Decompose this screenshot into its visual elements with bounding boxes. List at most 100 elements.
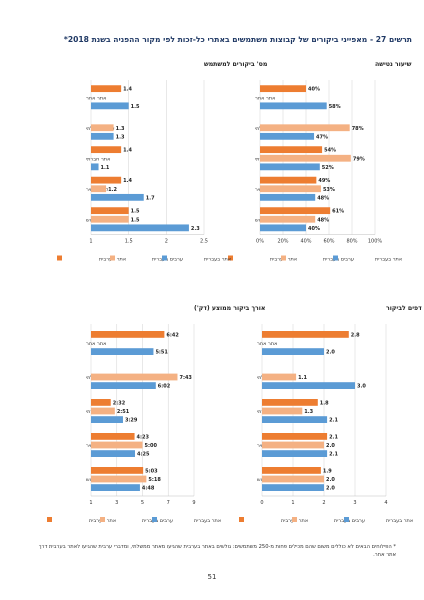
data-label: 1.3 bbox=[304, 409, 313, 415]
x-tick-label: 1 bbox=[291, 500, 294, 506]
data-label: 61% bbox=[332, 209, 344, 215]
legend-swatch-arabic-speakers bbox=[100, 517, 105, 522]
data-label: 1.4 bbox=[123, 178, 132, 184]
bar-arabic-site bbox=[260, 146, 323, 154]
data-label: 3:29 bbox=[125, 418, 138, 424]
data-label: 5:51 bbox=[155, 350, 168, 356]
bar-arabic-speakers bbox=[91, 475, 147, 483]
bar-arabic-site bbox=[91, 207, 129, 215]
data-label: 2:32 bbox=[113, 400, 126, 406]
bar-hebrew-site bbox=[91, 102, 129, 110]
data-label: 48% bbox=[317, 217, 329, 223]
data-label: 2:51 bbox=[117, 409, 130, 415]
bar-hebrew-site bbox=[262, 450, 328, 457]
chart-visits-per-user-svg: מס' ביקורים למשתמש 1 1.5 2 2.5 אתר אחר 1.4 1.5 א… bbox=[57, 61, 267, 263]
data-label: 6:42 bbox=[166, 332, 179, 338]
legend-label: אתר בעברית bbox=[194, 518, 221, 524]
bar-arabic-site bbox=[91, 433, 135, 440]
data-label: 1.5 bbox=[131, 217, 140, 223]
bar-hebrew-site bbox=[91, 484, 140, 491]
bar-arabic-site bbox=[262, 467, 321, 474]
bar-arabic-speakers bbox=[91, 124, 114, 132]
bar-arabic-speakers bbox=[262, 441, 324, 449]
data-label: 2.1 bbox=[329, 452, 338, 458]
bar-arabic-site bbox=[91, 85, 122, 93]
bar-hebrew-site bbox=[260, 102, 327, 110]
x-tick-label: 9 bbox=[192, 500, 195, 506]
legend-label: אתר בעברית bbox=[204, 257, 231, 263]
x-tick-label: 0% bbox=[256, 239, 264, 245]
data-label: 3.0 bbox=[357, 384, 366, 390]
x-tick-label: 40% bbox=[300, 239, 311, 245]
bar-hebrew-site bbox=[91, 132, 114, 140]
x-tick-label: 3 bbox=[115, 500, 118, 506]
x-tick-label: 5 bbox=[141, 500, 144, 506]
data-label: 2.1 bbox=[329, 434, 338, 440]
data-label: 1.7 bbox=[146, 195, 155, 201]
x-tick-label: 2.5 bbox=[200, 239, 208, 245]
data-label: 78% bbox=[352, 126, 364, 132]
chart-title: אורך ביקור ממוצע (דק') bbox=[194, 305, 265, 312]
bar-arabic-site bbox=[262, 331, 349, 338]
page-title: תרשים 27 - מאפייני ביקורים של קבוצות משת… bbox=[63, 35, 412, 44]
legend-swatch-arabic-site bbox=[57, 255, 62, 261]
data-label: 1.8 bbox=[320, 400, 329, 406]
bar-hebrew-site bbox=[91, 348, 154, 355]
x-tick-label: 80% bbox=[346, 239, 357, 245]
data-label: 1.1 bbox=[101, 165, 110, 171]
data-label: 79% bbox=[353, 156, 365, 162]
legend-swatch-hebrew-site bbox=[162, 255, 167, 261]
legend-swatch-arabic-speakers bbox=[292, 517, 297, 522]
data-label: 53% bbox=[323, 187, 335, 193]
category-label: אתר אחר bbox=[86, 341, 106, 347]
bar-arabic-site bbox=[262, 399, 318, 406]
bar-arabic-site bbox=[262, 433, 328, 440]
data-label: 2.0 bbox=[326, 477, 335, 483]
chart-avg-visit-length-svg: אורך ביקור ממוצע (דק') 1 3 5 7 9 אתר אחר 6:42 5:… bbox=[47, 305, 265, 524]
bar-hebrew-site bbox=[262, 382, 355, 389]
bar-hebrew-site bbox=[91, 416, 123, 423]
bar-hebrew-site bbox=[260, 163, 320, 171]
bar-arabic-site bbox=[91, 176, 122, 184]
legend-swatch-arabic-speakers bbox=[110, 255, 115, 261]
x-tick-label: 20% bbox=[277, 239, 288, 245]
bar-arabic-speakers bbox=[91, 407, 115, 415]
data-label: 6:02 bbox=[158, 384, 171, 390]
data-label: 40% bbox=[308, 87, 320, 93]
data-label: 4:23 bbox=[137, 434, 150, 440]
bar-arabic-speakers bbox=[260, 154, 351, 162]
data-label: 5:18 bbox=[148, 477, 161, 483]
data-label: 1.4 bbox=[123, 148, 132, 154]
bar-hebrew-site bbox=[262, 484, 324, 491]
bar-hebrew-site bbox=[91, 382, 156, 389]
x-tick-label: 3 bbox=[353, 500, 356, 506]
legend-swatch-arabic-site bbox=[47, 517, 52, 522]
data-label: 1.3 bbox=[116, 134, 125, 140]
bar-hebrew-site bbox=[262, 416, 328, 423]
chart-bounce-rate: שיעור נטישה 0% 20% 40% 60% 80% 100% אתר אחר 40% 5… bbox=[215, 52, 412, 277]
bar-arabic-speakers bbox=[91, 373, 178, 381]
bar-hebrew-site bbox=[260, 224, 306, 232]
chart-title: מס' דפים לביקור bbox=[386, 305, 424, 312]
data-label: 54% bbox=[324, 148, 336, 154]
x-tick-label: 100% bbox=[368, 239, 383, 245]
data-label: 7:43 bbox=[179, 375, 192, 381]
x-tick-label: 1.5 bbox=[125, 239, 133, 245]
x-tick-label: 1 bbox=[89, 239, 92, 245]
bar-hebrew-site bbox=[262, 348, 324, 355]
bar-arabic-speakers bbox=[91, 441, 143, 449]
data-label: 49% bbox=[318, 178, 330, 184]
data-label: 1.3 bbox=[116, 126, 125, 132]
bar-arabic-site bbox=[260, 176, 317, 184]
data-label: 40% bbox=[308, 226, 320, 232]
data-label: 2.0 bbox=[326, 443, 335, 449]
bar-arabic-site bbox=[91, 331, 165, 338]
bar-hebrew-site bbox=[260, 132, 315, 140]
legend-label: אתר בעברית bbox=[375, 257, 402, 263]
legend-label: ערבים בעברית bbox=[152, 257, 183, 263]
bar-arabic-site bbox=[260, 207, 331, 215]
chart-avg-visit-length: אורך ביקור ממוצע (דק') 1 3 5 7 9 אתר אחר 6:42 5:… bbox=[24, 294, 265, 529]
data-label: 1.9 bbox=[323, 468, 332, 474]
category-label: אתר חברתי bbox=[86, 156, 110, 162]
